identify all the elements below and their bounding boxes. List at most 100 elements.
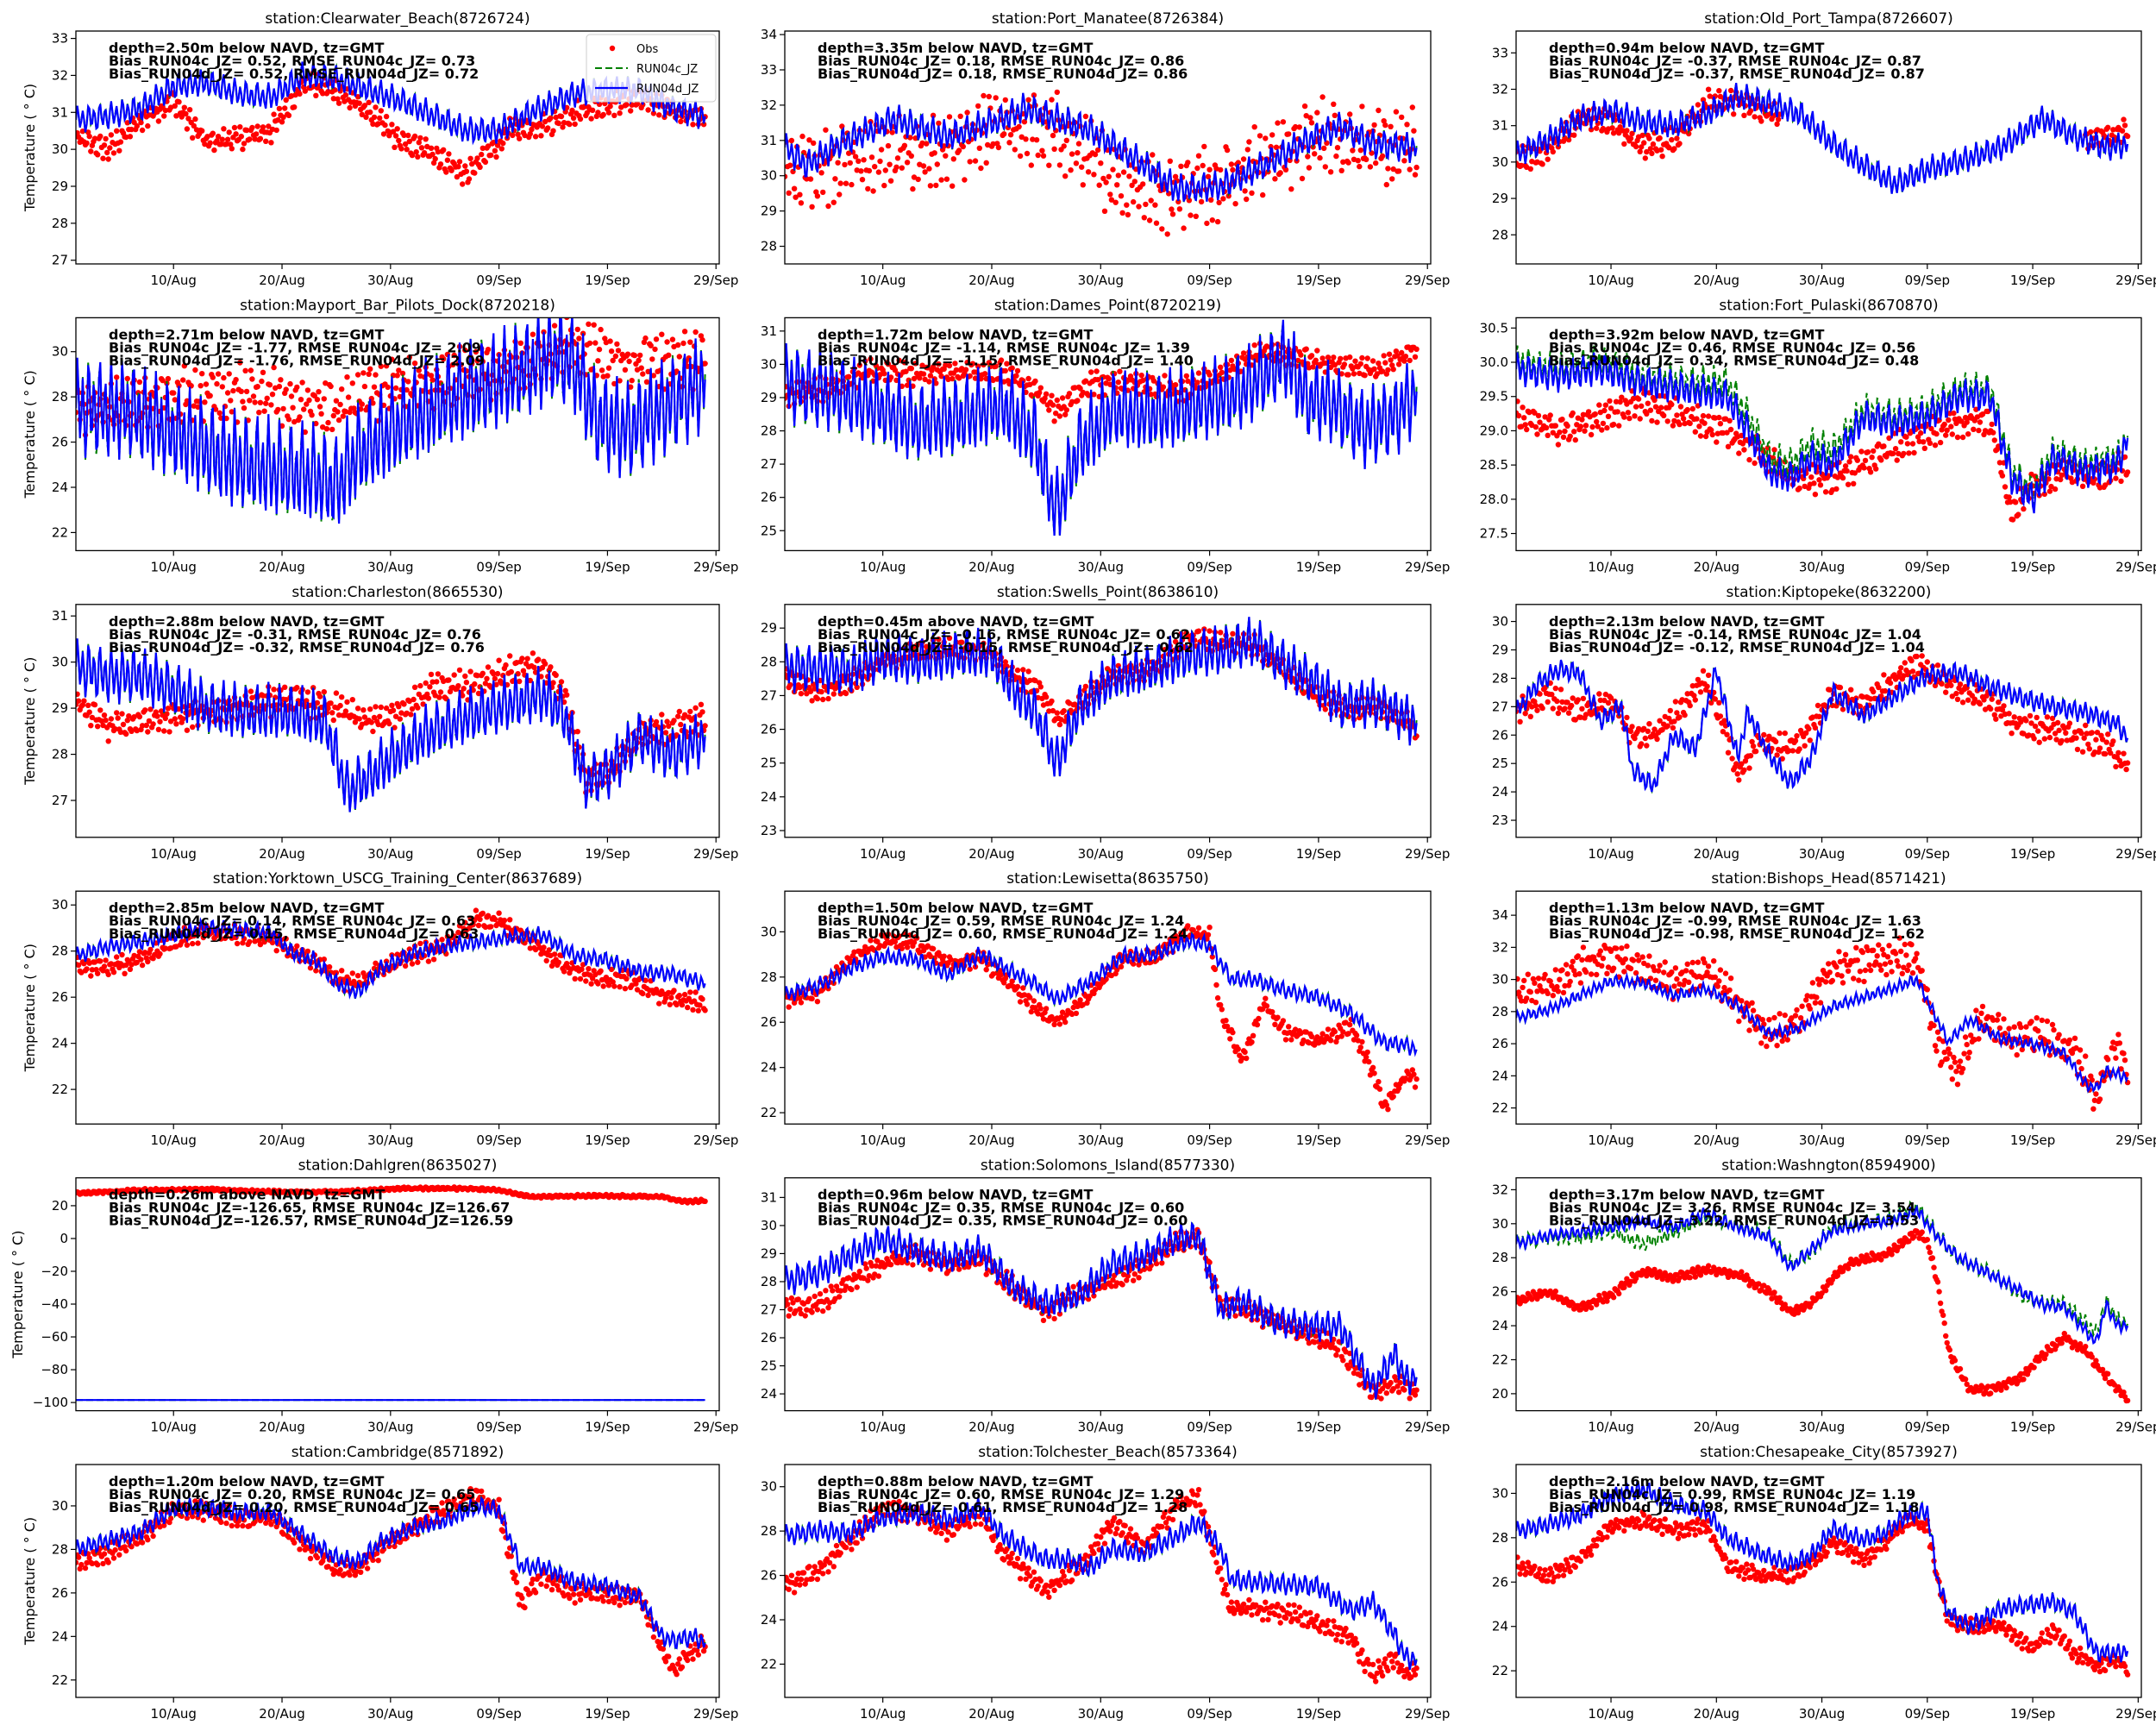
x-tick-label: 09/Sep bbox=[476, 1132, 521, 1148]
obs-point bbox=[1341, 361, 1348, 367]
obs-point bbox=[2086, 746, 2092, 752]
obs-point bbox=[394, 373, 400, 379]
obs-point bbox=[1332, 112, 1338, 118]
obs-point bbox=[1129, 182, 1135, 189]
x-tick-label: 10/Aug bbox=[151, 1132, 197, 1148]
obs-point bbox=[1951, 410, 1957, 417]
obs-point bbox=[1522, 711, 1528, 717]
obs-point bbox=[462, 673, 468, 680]
obs-point bbox=[1013, 373, 1019, 379]
obs-point bbox=[975, 103, 981, 110]
legend-label: RUN04d_JZ bbox=[636, 83, 699, 96]
obs-point bbox=[885, 142, 892, 149]
x-tick-label: 09/Sep bbox=[476, 273, 521, 288]
axes-frame bbox=[784, 30, 1432, 265]
obs-point bbox=[103, 717, 109, 724]
obs-point bbox=[1208, 197, 1214, 203]
obs-point bbox=[1999, 473, 2006, 479]
obs-point bbox=[405, 379, 411, 385]
obs-point bbox=[1666, 145, 1672, 151]
obs-point bbox=[479, 670, 486, 676]
obs-point bbox=[406, 138, 412, 145]
obs-point bbox=[1535, 412, 1542, 419]
obs-point bbox=[1957, 681, 1964, 687]
obs-point bbox=[1583, 423, 1589, 429]
obs-point bbox=[924, 141, 930, 147]
obs-point bbox=[406, 698, 412, 705]
obs-point bbox=[530, 331, 536, 337]
obs-point bbox=[702, 723, 708, 729]
obs-point bbox=[904, 944, 911, 950]
obs-point bbox=[492, 147, 498, 154]
obs-point bbox=[1334, 145, 1341, 151]
obs-point bbox=[527, 131, 533, 137]
obs-point bbox=[1837, 684, 1844, 691]
obs-point bbox=[2049, 715, 2056, 722]
obs-point bbox=[191, 122, 197, 129]
obs-point bbox=[2105, 124, 2111, 130]
obs-point bbox=[1333, 153, 1339, 160]
obs-point bbox=[569, 107, 575, 114]
obs-point bbox=[681, 991, 688, 998]
obs-point bbox=[1367, 164, 1374, 170]
obs-point bbox=[1661, 412, 1667, 418]
obs-point bbox=[394, 126, 400, 132]
obs-point bbox=[1075, 141, 1082, 147]
obs-point bbox=[1023, 136, 1029, 142]
obs-point bbox=[1613, 398, 1620, 405]
obs-point bbox=[1697, 433, 1704, 439]
obs-point bbox=[347, 104, 353, 111]
obs-point bbox=[1106, 376, 1112, 382]
run04d-line bbox=[76, 638, 706, 812]
obs-point bbox=[835, 160, 841, 166]
obs-point bbox=[101, 712, 108, 718]
obs-point bbox=[617, 110, 623, 116]
obs-point bbox=[226, 129, 232, 135]
obs-point bbox=[1677, 141, 1683, 147]
obs-point bbox=[1848, 687, 1854, 693]
obs-point bbox=[1051, 146, 1057, 152]
obs-point bbox=[927, 183, 934, 189]
obs-point bbox=[226, 371, 232, 377]
y-tick-label: 30 bbox=[1492, 614, 1508, 630]
obs-point bbox=[165, 706, 172, 712]
obs-point bbox=[687, 708, 693, 715]
x-tick-label: 09/Sep bbox=[1905, 846, 1950, 862]
obs-point bbox=[1594, 125, 1600, 131]
obs-point bbox=[392, 713, 399, 719]
obs-point bbox=[1100, 175, 1106, 182]
obs-point bbox=[1709, 431, 1715, 438]
obs-point bbox=[1181, 225, 1187, 231]
obs-point bbox=[278, 377, 284, 383]
obs-point bbox=[203, 381, 210, 387]
obs-point bbox=[1572, 436, 1579, 443]
obs-point bbox=[2031, 736, 2037, 742]
plot-area bbox=[785, 319, 1420, 536]
obs-point bbox=[950, 183, 956, 189]
stats-annotation: Bias_RUN04c_JZ= -0.14, RMSE_RUN04c_JZ= 1… bbox=[1549, 626, 1921, 643]
obs-point bbox=[2002, 484, 2009, 490]
obs-point bbox=[676, 993, 682, 999]
obs-point bbox=[417, 135, 423, 141]
obs-point bbox=[1209, 217, 1216, 223]
obs-point bbox=[297, 414, 303, 420]
obs-point bbox=[360, 707, 367, 713]
stats-annotation: Bias_RUN04d_JZ= -1.76, RMSE_RUN04d_JZ= 2… bbox=[109, 352, 485, 368]
obs-point bbox=[1114, 182, 1120, 188]
obs-point bbox=[195, 940, 201, 946]
obs-point bbox=[451, 933, 457, 939]
obs-point bbox=[1641, 725, 1647, 731]
obs-point bbox=[699, 336, 705, 343]
obs-series bbox=[76, 650, 708, 796]
obs-point bbox=[1039, 147, 1045, 154]
obs-point bbox=[378, 108, 384, 114]
obs-point bbox=[680, 340, 686, 347]
obs-point bbox=[515, 131, 521, 137]
obs-point bbox=[1296, 124, 1303, 130]
x-tick-label: 20/Aug bbox=[1694, 846, 1739, 862]
plot-area bbox=[785, 617, 1420, 777]
obs-point bbox=[1024, 1001, 1031, 1007]
subplot-7: station:Swells_Point(8638610)10/Aug 20/Au… bbox=[761, 584, 1451, 862]
obs-point bbox=[1803, 730, 1809, 736]
obs-point bbox=[461, 686, 467, 692]
